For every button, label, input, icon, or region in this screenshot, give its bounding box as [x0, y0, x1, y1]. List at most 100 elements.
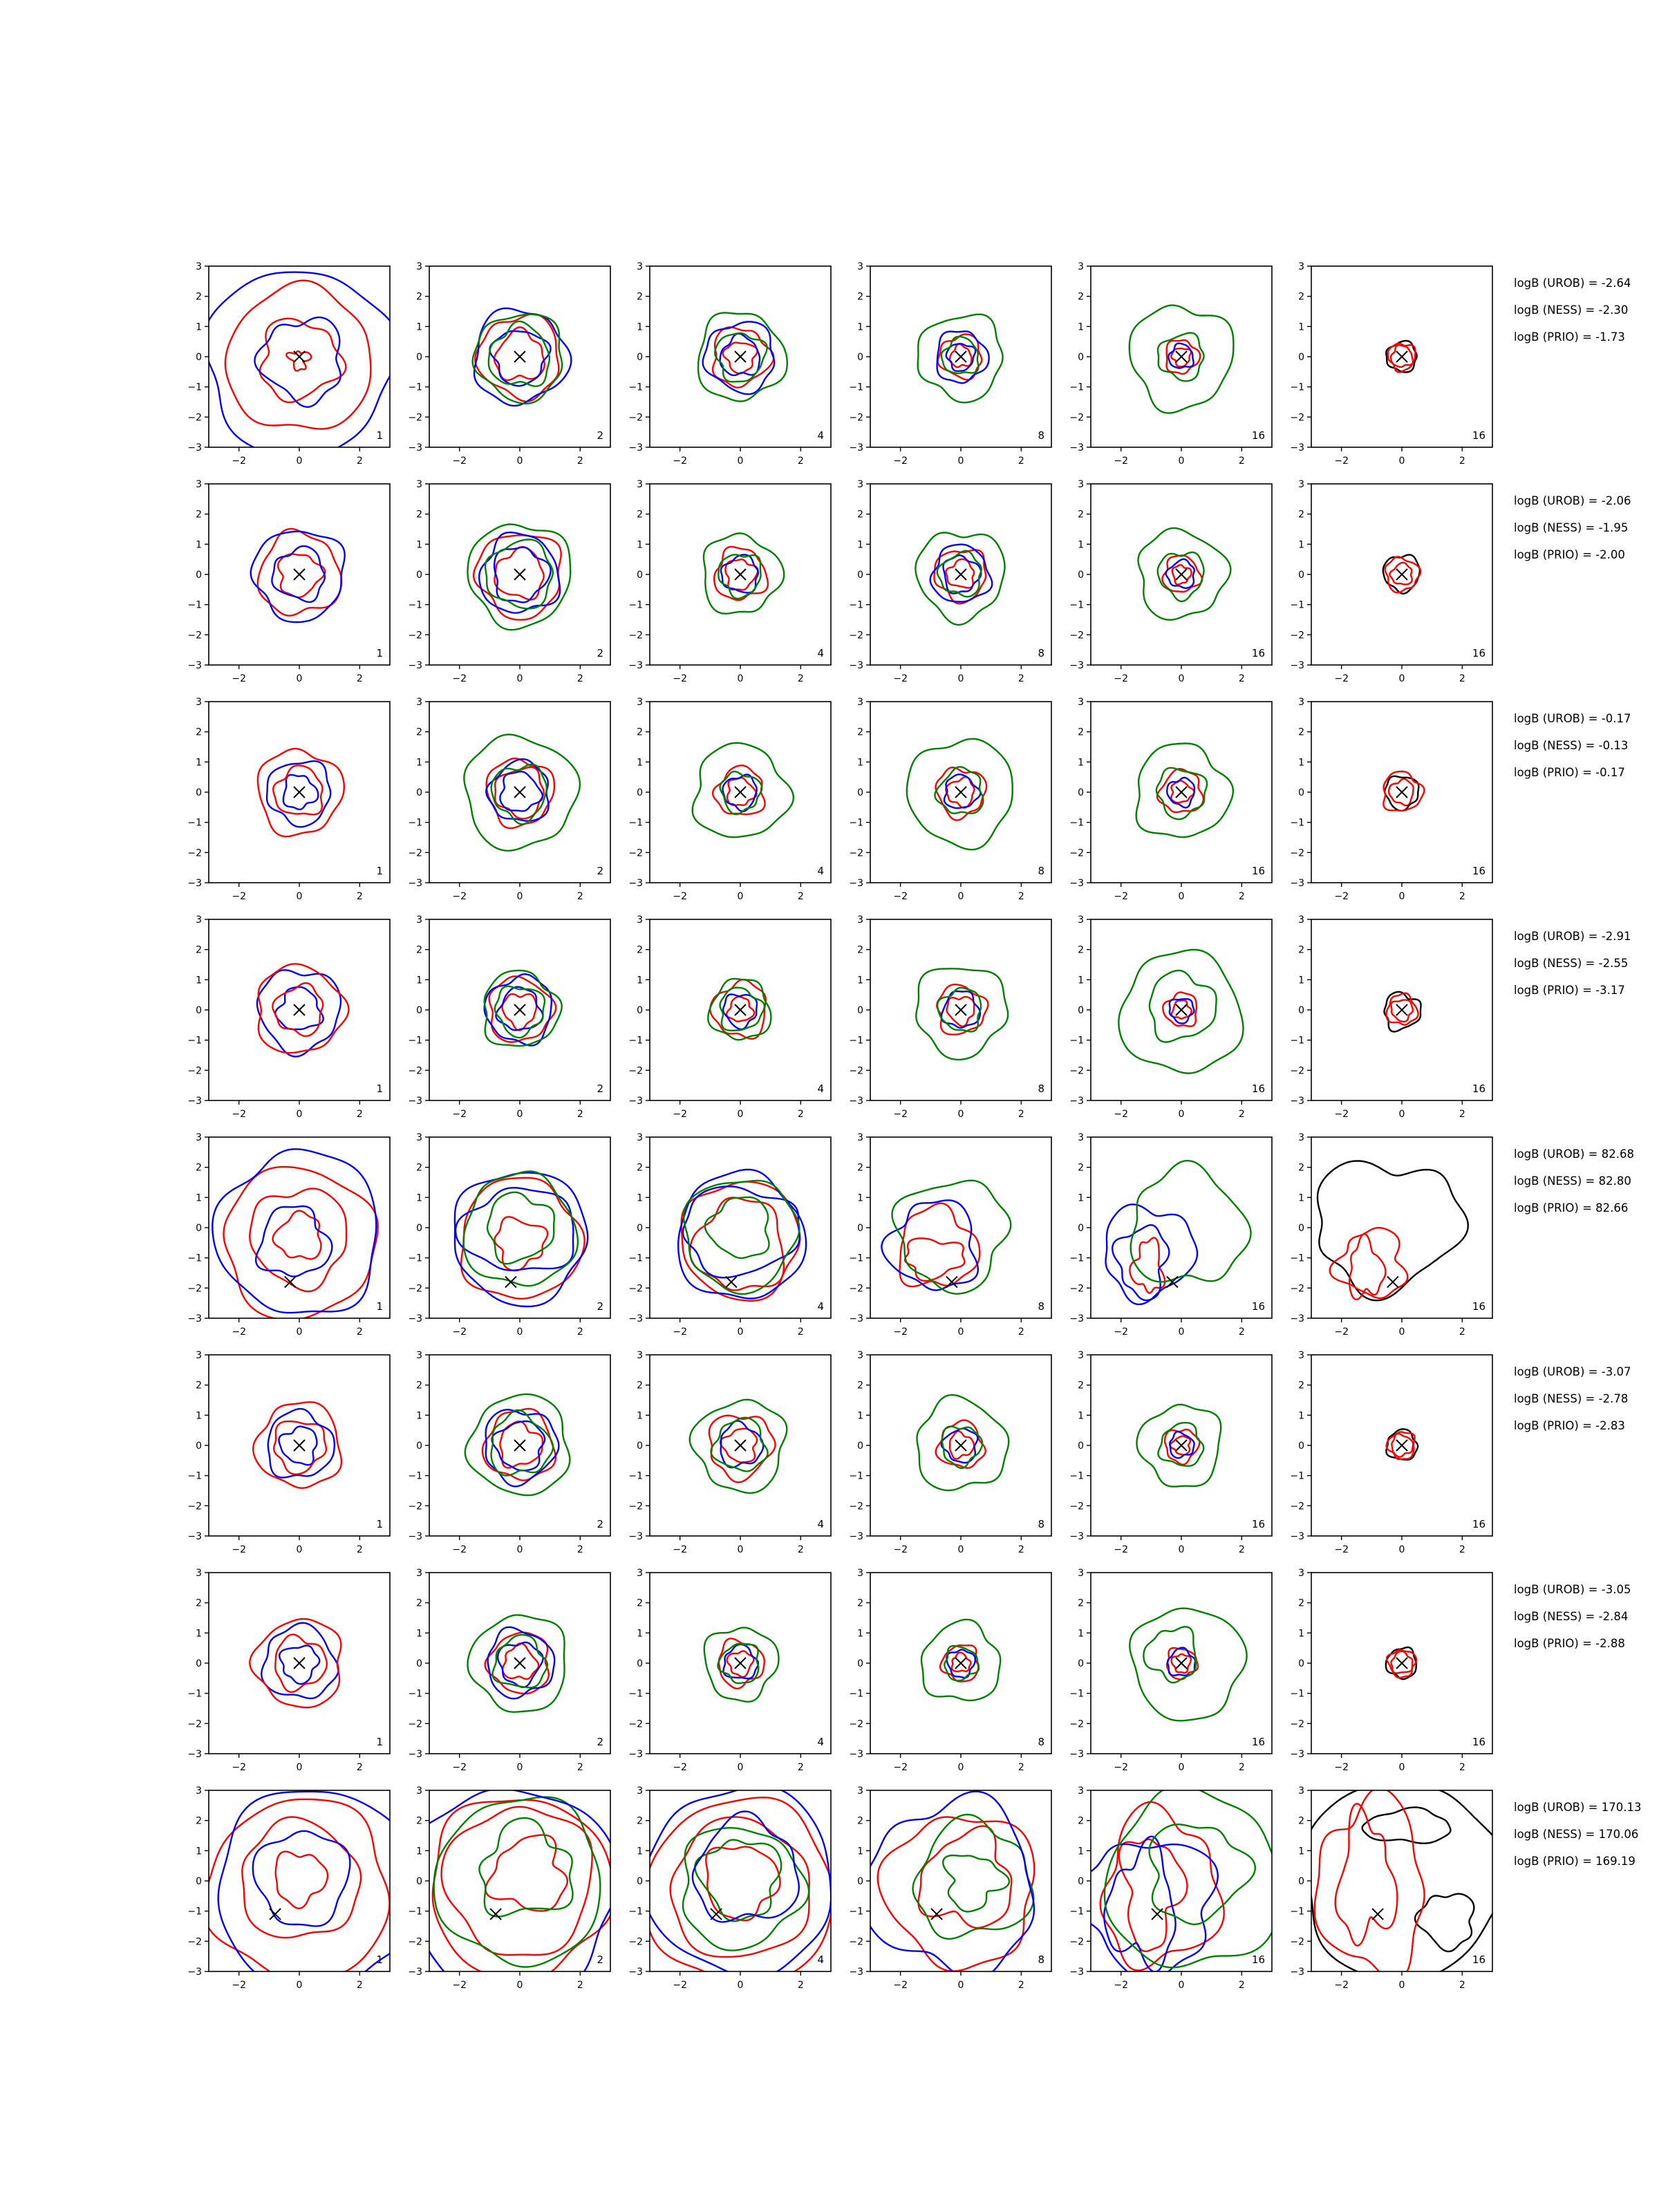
x-tick-label: 2 — [357, 456, 363, 467]
contour-green — [707, 977, 772, 1041]
contour-red — [1170, 347, 1192, 368]
x-tick-label: −2 — [452, 456, 467, 467]
y-tick-label: 3 — [1078, 1568, 1084, 1579]
y-tick-label: 3 — [857, 697, 863, 708]
y-tick-label: −3 — [408, 1531, 422, 1542]
y-tick-label: 2 — [1078, 509, 1084, 521]
subplot-r2-c6: 3 2 1 0 −1 −2 −3 −2 0 2 16 — [1290, 479, 1493, 684]
y-tick-label: 1 — [416, 1628, 422, 1639]
logb-prio-label: logB (PRIO) = -2.88 — [1514, 1637, 1625, 1650]
x-tick-label: −2 — [232, 891, 246, 902]
subplot-r1-c6: 3 2 1 0 −1 −2 −3 −2 0 2 16 — [1290, 261, 1493, 467]
contour-green — [915, 532, 1006, 626]
contour-group — [1385, 1646, 1418, 1680]
y-tick-label: −1 — [849, 1906, 863, 1918]
x-tick-label: 0 — [958, 1762, 964, 1773]
y-tick-label: −3 — [1069, 1313, 1084, 1324]
contour-green — [467, 523, 572, 631]
contour-red — [501, 993, 538, 1031]
panel-number-label: 4 — [817, 1300, 824, 1313]
subplot-r3-c1: 3 2 1 0 −1 −2 −3 −2 0 2 1 — [187, 697, 391, 902]
true-parameter-marker — [293, 1439, 306, 1452]
y-tick-label: 0 — [1078, 1223, 1084, 1234]
contour-red — [950, 1651, 972, 1673]
contour-green — [467, 1614, 565, 1713]
y-tick-label: 2 — [1078, 727, 1084, 738]
contour-red — [1389, 561, 1413, 585]
y-tick-label: 1 — [1078, 1846, 1084, 1857]
x-tick-label: 2 — [1459, 456, 1465, 467]
y-tick-label: −3 — [1290, 1967, 1304, 1978]
y-tick-label: 0 — [637, 1441, 643, 1452]
y-tick-label: −2 — [628, 412, 643, 423]
contour-green — [483, 969, 563, 1047]
y-tick-label: 1 — [637, 975, 643, 986]
logb-ness-label: logB (NESS) = -0.13 — [1514, 739, 1628, 752]
true-parameter-marker — [734, 1004, 747, 1016]
y-tick-label: −2 — [628, 630, 643, 641]
x-tick-label: −2 — [1334, 456, 1349, 467]
panel-number-label: 1 — [376, 429, 383, 442]
true-parameter-marker — [514, 1657, 526, 1669]
x-tick-label: 2 — [1018, 456, 1024, 467]
panel-number-label: 1 — [376, 1953, 383, 1966]
y-tick-label: 2 — [196, 1598, 202, 1609]
true-parameter-marker — [710, 1908, 722, 1920]
true-parameter-marker — [293, 1657, 306, 1669]
y-tick-label: −2 — [187, 1718, 202, 1730]
contour-green — [917, 313, 1004, 404]
true-parameter-marker — [1175, 568, 1188, 581]
x-tick-label: 0 — [1179, 1109, 1185, 1120]
y-tick-label: 0 — [416, 787, 422, 798]
y-tick-label: 1 — [196, 539, 202, 550]
x-tick-label: −2 — [1114, 673, 1128, 684]
true-parameter-marker — [1396, 568, 1408, 581]
y-tick-label: 3 — [1298, 261, 1304, 272]
subplot-r1-c3: 3 2 1 0 −1 −2 −3 −2 0 2 4 — [628, 261, 832, 467]
panel-number-label: 8 — [1038, 865, 1044, 877]
x-tick-label: 0 — [958, 1544, 964, 1555]
contour-blue — [722, 993, 758, 1031]
contour-red — [1387, 342, 1416, 373]
y-tick-label: −3 — [187, 1749, 202, 1760]
y-tick-label: 2 — [637, 1163, 643, 1174]
x-tick-label: −2 — [893, 1544, 908, 1555]
y-tick-label: 2 — [1298, 1816, 1304, 1827]
y-tick-label: 0 — [857, 787, 863, 798]
y-tick-label: −1 — [187, 1689, 202, 1700]
contour-group — [1383, 991, 1422, 1033]
y-tick-label: 1 — [1078, 757, 1084, 768]
y-tick-label: 3 — [637, 1350, 643, 1361]
contour-blue — [942, 554, 982, 594]
x-tick-label: 0 — [738, 1762, 744, 1773]
contour-blue — [722, 1643, 760, 1680]
y-tick-label: 3 — [1078, 1350, 1084, 1361]
y-tick-label: −3 — [1069, 1531, 1084, 1542]
y-tick-label: −2 — [1290, 847, 1304, 859]
contour-red — [1171, 564, 1192, 585]
marker-stroke — [955, 1004, 967, 1016]
y-tick-label: −3 — [187, 660, 202, 671]
panel-number-label: 2 — [597, 1082, 603, 1095]
true-parameter-marker — [955, 1004, 967, 1016]
y-tick-label: 1 — [1078, 1410, 1084, 1421]
contour-green — [703, 1627, 780, 1703]
contour-group — [1385, 1428, 1419, 1461]
x-tick-label: 2 — [1239, 1762, 1245, 1773]
y-tick-label: 2 — [637, 727, 643, 738]
x-tick-label: −2 — [673, 673, 687, 684]
x-tick-label: 2 — [577, 1327, 583, 1338]
y-tick-label: −1 — [1069, 382, 1084, 393]
y-tick-label: 0 — [416, 352, 422, 363]
y-tick-label: −3 — [1069, 1749, 1084, 1760]
subplot-r2-c2: 3 2 1 0 −1 −2 −3 −2 0 2 2 — [408, 479, 611, 684]
panel-number-label: 4 — [817, 1082, 824, 1095]
marker-stroke — [930, 1908, 943, 1920]
y-tick-label: −2 — [1069, 1501, 1084, 1512]
true-parameter-marker — [514, 1439, 526, 1452]
x-tick-label: −2 — [232, 1544, 246, 1555]
x-tick-label: 0 — [1179, 1980, 1185, 1991]
y-tick-label: −2 — [187, 1283, 202, 1294]
y-tick-label: −3 — [628, 1313, 643, 1324]
contour-group — [256, 963, 350, 1058]
